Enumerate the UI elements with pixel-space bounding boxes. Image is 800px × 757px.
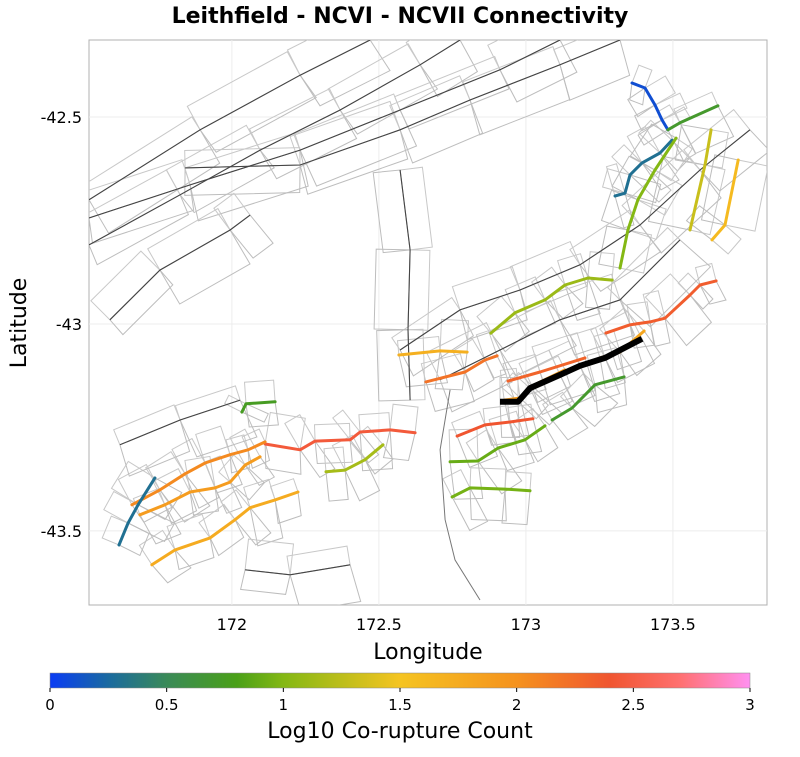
- connected-fault-trace: [630, 81, 670, 132]
- background-fault-trace: [109, 214, 251, 321]
- connected-fault-trace: [448, 424, 547, 464]
- background-fault-trace: [185, 40, 621, 169]
- connected-fault-trace: [240, 400, 277, 414]
- colorbar-tick-label: 2.5: [621, 696, 645, 714]
- colorbar-tick-label: 0: [45, 696, 55, 714]
- connected-fault-trace: [666, 104, 720, 132]
- background-fault-trace: [89, 40, 461, 246]
- connected-fault-trace: [618, 136, 678, 270]
- connected-fault-trace: [455, 417, 535, 438]
- connected-fault-trace: [550, 375, 626, 422]
- connected-fault-trace: [489, 276, 614, 335]
- connected-fault-trace: [688, 128, 713, 232]
- connected-fault-trace: [506, 356, 587, 383]
- colorbar-tick-label: 1.5: [388, 696, 412, 714]
- connected-fault-trace: [324, 443, 385, 474]
- y-axis-ticks: -42.5 -43 -43.5: [41, 108, 82, 541]
- background-fault-trace: [89, 40, 371, 201]
- connected-fault-trace: [424, 354, 499, 384]
- background-fault-trace: [119, 399, 241, 446]
- connected-fault-trace: [138, 455, 262, 517]
- x-tick-label: 172.5: [356, 615, 402, 634]
- connected-fault-trace: [130, 440, 267, 507]
- connected-fault-trace: [117, 476, 157, 547]
- colorbar-tick-label: 3: [745, 696, 755, 714]
- y-tick-label: -43: [56, 315, 82, 334]
- x-axis-ticks: 172 172.5 173 173.5: [217, 615, 696, 634]
- connected-fault-trace: [710, 158, 740, 242]
- background-fault-trace: [439, 239, 681, 381]
- connected-faults-layer: [117, 81, 740, 567]
- colorbar-tick-label: 1: [279, 696, 289, 714]
- background-fault-trace: [245, 564, 351, 576]
- colorbar-tick-label: 2: [512, 696, 522, 714]
- colorbar-tick-label: 0.5: [155, 696, 179, 714]
- y-tick-label: -42.5: [41, 108, 82, 127]
- connected-fault-trace: [263, 428, 417, 452]
- connected-fault-trace: [604, 279, 718, 335]
- background-fault-trace: [399, 129, 751, 351]
- connected-fault-trace: [450, 486, 532, 499]
- x-tick-label: 172: [217, 615, 248, 634]
- connected-fault-trace: [150, 490, 300, 567]
- background-fault-trace: [399, 169, 411, 401]
- target-fault-trace: [500, 336, 644, 405]
- y-tick-label: -43.5: [41, 522, 82, 541]
- target-fault-layer: [500, 336, 644, 405]
- x-tick-label: 173: [511, 615, 542, 634]
- x-tick-label: 173.5: [650, 615, 696, 634]
- background-faults-layer: [89, 40, 751, 601]
- colorbar: [49, 672, 751, 689]
- coastline: [439, 389, 481, 601]
- connected-fault-trace: [397, 349, 469, 357]
- y-axis-label: Latitude: [7, 278, 32, 369]
- background-fault-trace: [89, 40, 561, 219]
- colorbar-label: Log10 Co-rupture Count: [267, 719, 533, 744]
- connected-fault-trace: [613, 138, 674, 198]
- chart-title: Leithfield - NCVI - NCVII Connectivity: [172, 4, 629, 29]
- colorbar-ticks: 0 0.5 1 1.5 2 2.5 3: [45, 688, 755, 714]
- x-axis-label: Longitude: [373, 640, 482, 665]
